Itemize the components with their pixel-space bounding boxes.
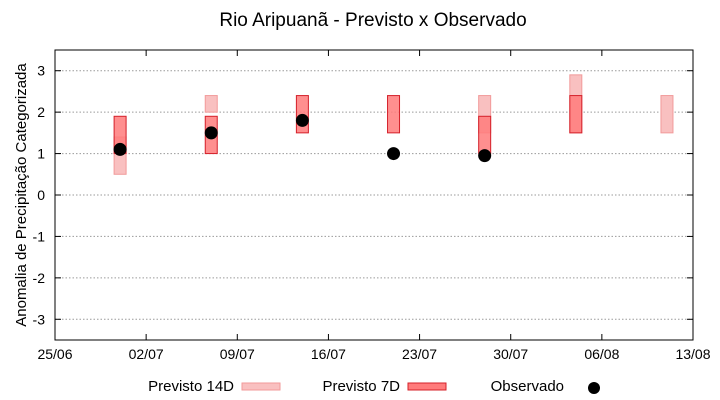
observado-point [113, 142, 127, 156]
x-tick-label: 13/08 [675, 346, 710, 362]
x-axis-ticks: 25/06 02/07 09/07 16/07 23/07 30/07 06/08 13/08 [37, 50, 711, 362]
x-tick-label: 23/07 [402, 346, 437, 362]
y-tick-label: 2 [37, 104, 45, 120]
x-tick-label: 16/07 [311, 346, 346, 362]
chart-title: Rio Aripuanã - Previsto x Observado [219, 10, 526, 31]
observado-series [113, 113, 492, 163]
previsto-7d-series [113, 95, 583, 155]
observado-point [387, 147, 401, 161]
legend-marker-observado [588, 382, 600, 394]
x-tick-label: 02/07 [129, 346, 164, 362]
y-tick-label: 1 [37, 146, 45, 162]
legend-label-previsto-7d: Previsto 7D [322, 378, 400, 395]
y-tick-label: -3 [33, 311, 46, 327]
grid [55, 70, 693, 320]
legend-swatch-previsto-7d [407, 382, 447, 391]
x-tick-label: 06/08 [584, 346, 619, 362]
y-tick-label: -1 [33, 228, 46, 244]
y-tick-label: 3 [37, 63, 45, 79]
observado-point [478, 149, 492, 163]
y-tick-label: 0 [37, 187, 45, 203]
legend-swatch-previsto-14d [241, 382, 281, 391]
legend-label-previsto-14d: Previsto 14D [148, 378, 234, 395]
previsto-14d-bar [204, 95, 218, 113]
y-tick-label: -2 [33, 270, 46, 286]
previsto-7d-bar [569, 95, 583, 134]
previsto-7d-bar [387, 95, 401, 134]
x-tick-label: 30/07 [493, 346, 528, 362]
observado-point [295, 113, 309, 127]
legend-label-observado: Observado [491, 378, 564, 395]
observado-point [204, 126, 218, 140]
y-axis-ticks: -3 -2 -1 0 1 2 3 [33, 63, 693, 327]
y-axis-label: Anomalia de Precipitação Categorizada [13, 63, 30, 327]
x-tick-label: 09/07 [220, 346, 255, 362]
previsto-7d-bar [478, 115, 492, 155]
legend: Previsto 14D Previsto 7D Observado [148, 378, 600, 395]
previsto-14d-bar [660, 95, 674, 134]
x-tick-label: 25/06 [37, 346, 72, 362]
